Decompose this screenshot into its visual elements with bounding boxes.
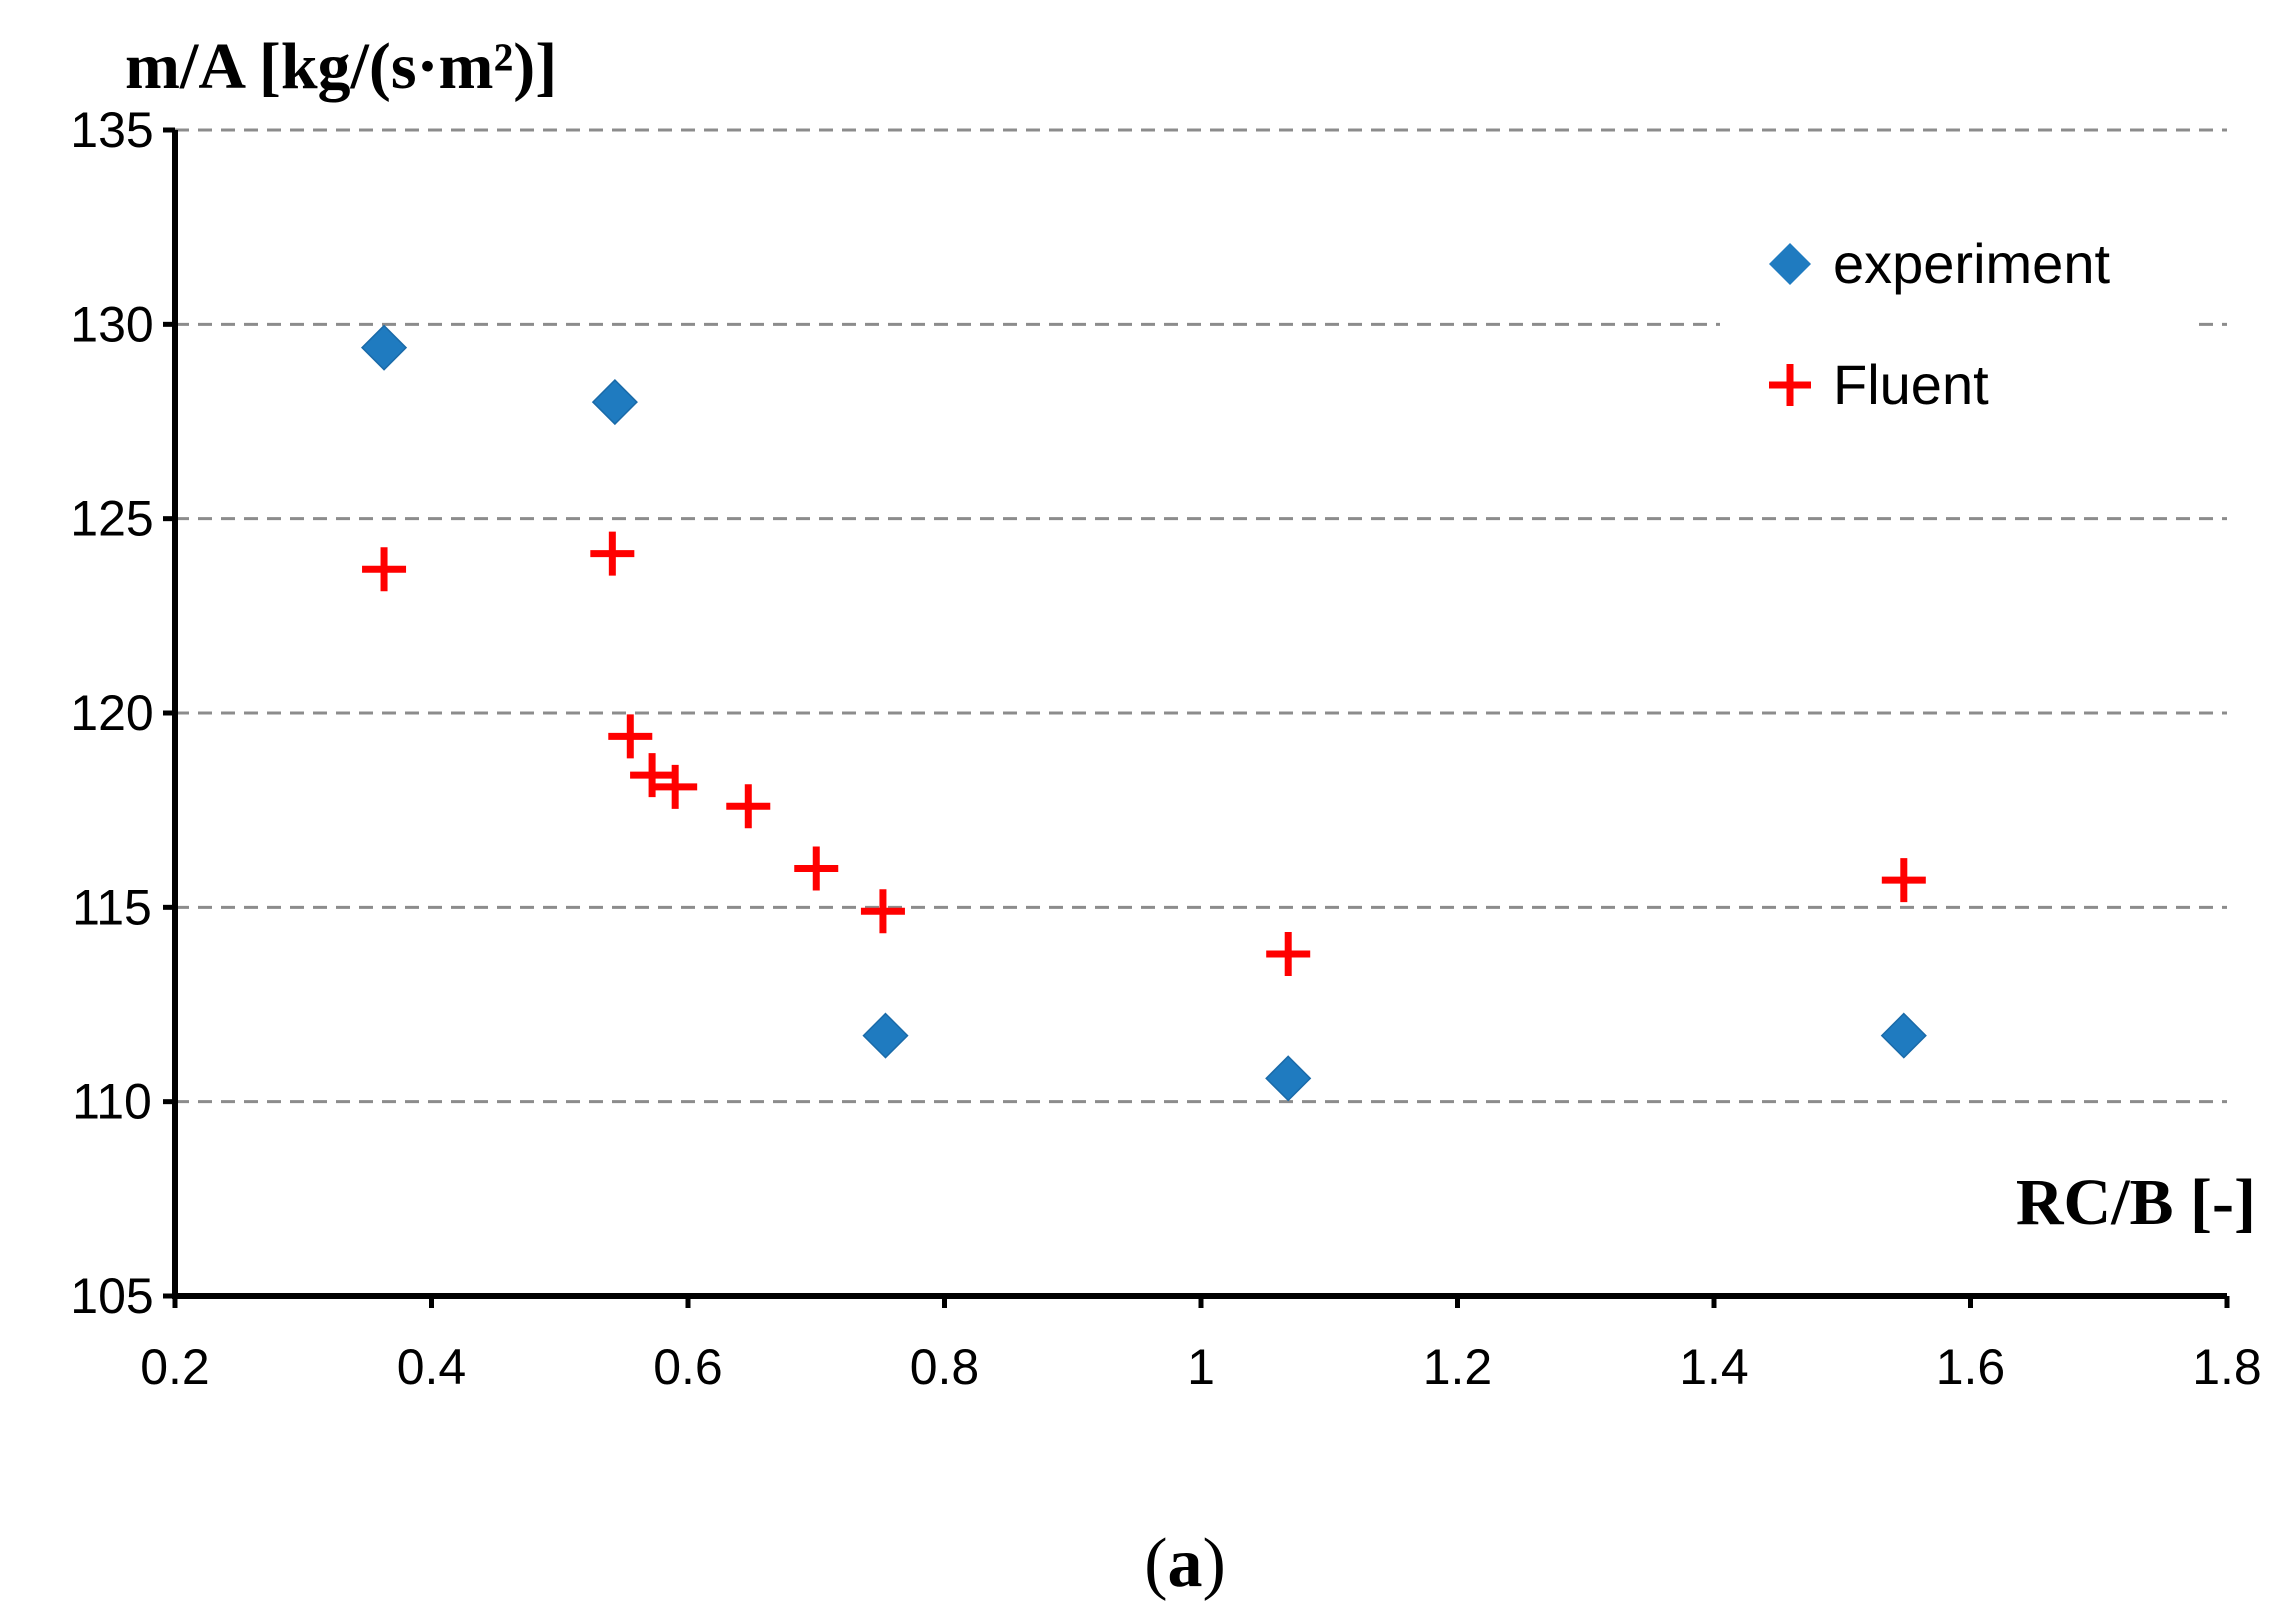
fluent-point <box>653 764 698 809</box>
legend-fluent-label: Fluent <box>1833 353 1989 416</box>
y-tick-label: 105 <box>70 1268 153 1324</box>
y-tick-label: 115 <box>72 879 152 935</box>
y-ticks: 105 110 115 120 125 130 135 <box>70 102 175 1324</box>
legend-fluent-plus-icon <box>1769 364 1811 406</box>
x-tick-label: 1 <box>1187 1339 1215 1395</box>
legend-experiment-label: experiment <box>1833 232 2110 295</box>
experiment-series <box>360 324 1927 1102</box>
y-tick-label: 125 <box>70 491 153 547</box>
y-tick-label: 110 <box>72 1074 152 1130</box>
y-axis-title: m/A [kg/(s·m²)] <box>125 30 557 103</box>
x-tick-label: 0.8 <box>910 1339 980 1395</box>
experiment-point <box>1880 1012 1927 1059</box>
x-tick-label: 0.6 <box>653 1339 723 1395</box>
caption-open-paren: ( <box>1144 1525 1167 1602</box>
x-tick-label: 0.2 <box>140 1339 210 1395</box>
x-axis-title: RC/B [-] <box>2016 1166 2256 1239</box>
experiment-point <box>1265 1055 1312 1102</box>
fluent-point <box>608 714 653 759</box>
experiment-point <box>862 1012 909 1059</box>
fluent-point <box>1266 931 1311 976</box>
legend: experiment Fluent <box>1769 232 2110 416</box>
y-tick-label: 120 <box>70 685 153 741</box>
legend-background <box>1720 215 2190 425</box>
x-ticks: 0.2 0.4 0.6 0.8 1 1.2 1.4 1.6 1.8 <box>140 1296 2262 1395</box>
legend-experiment-diamond-icon <box>1769 243 1811 285</box>
y-tick-label: 135 <box>70 102 153 158</box>
figure-caption: (a) <box>1144 1525 1226 1602</box>
fluent-series <box>362 531 1926 976</box>
x-tick-label: 1.6 <box>1936 1339 2006 1395</box>
caption-label: a <box>1168 1525 1203 1602</box>
x-tick-label: 0.4 <box>397 1339 467 1395</box>
fluent-point <box>630 753 675 798</box>
caption-close-paren: ) <box>1203 1525 1226 1602</box>
x-tick-label: 1.8 <box>2192 1339 2262 1395</box>
fluent-point <box>362 547 407 592</box>
fluent-point <box>794 846 839 891</box>
y-tick-label: 130 <box>70 296 153 352</box>
experiment-point <box>591 379 638 426</box>
fluent-point <box>590 531 635 576</box>
x-tick-label: 1.2 <box>1423 1339 1493 1395</box>
x-tick-label: 1.4 <box>1679 1339 1749 1395</box>
fluent-point <box>1881 858 1926 903</box>
fluent-point <box>726 784 771 829</box>
fluent-point <box>860 889 905 934</box>
experiment-point <box>360 324 408 371</box>
